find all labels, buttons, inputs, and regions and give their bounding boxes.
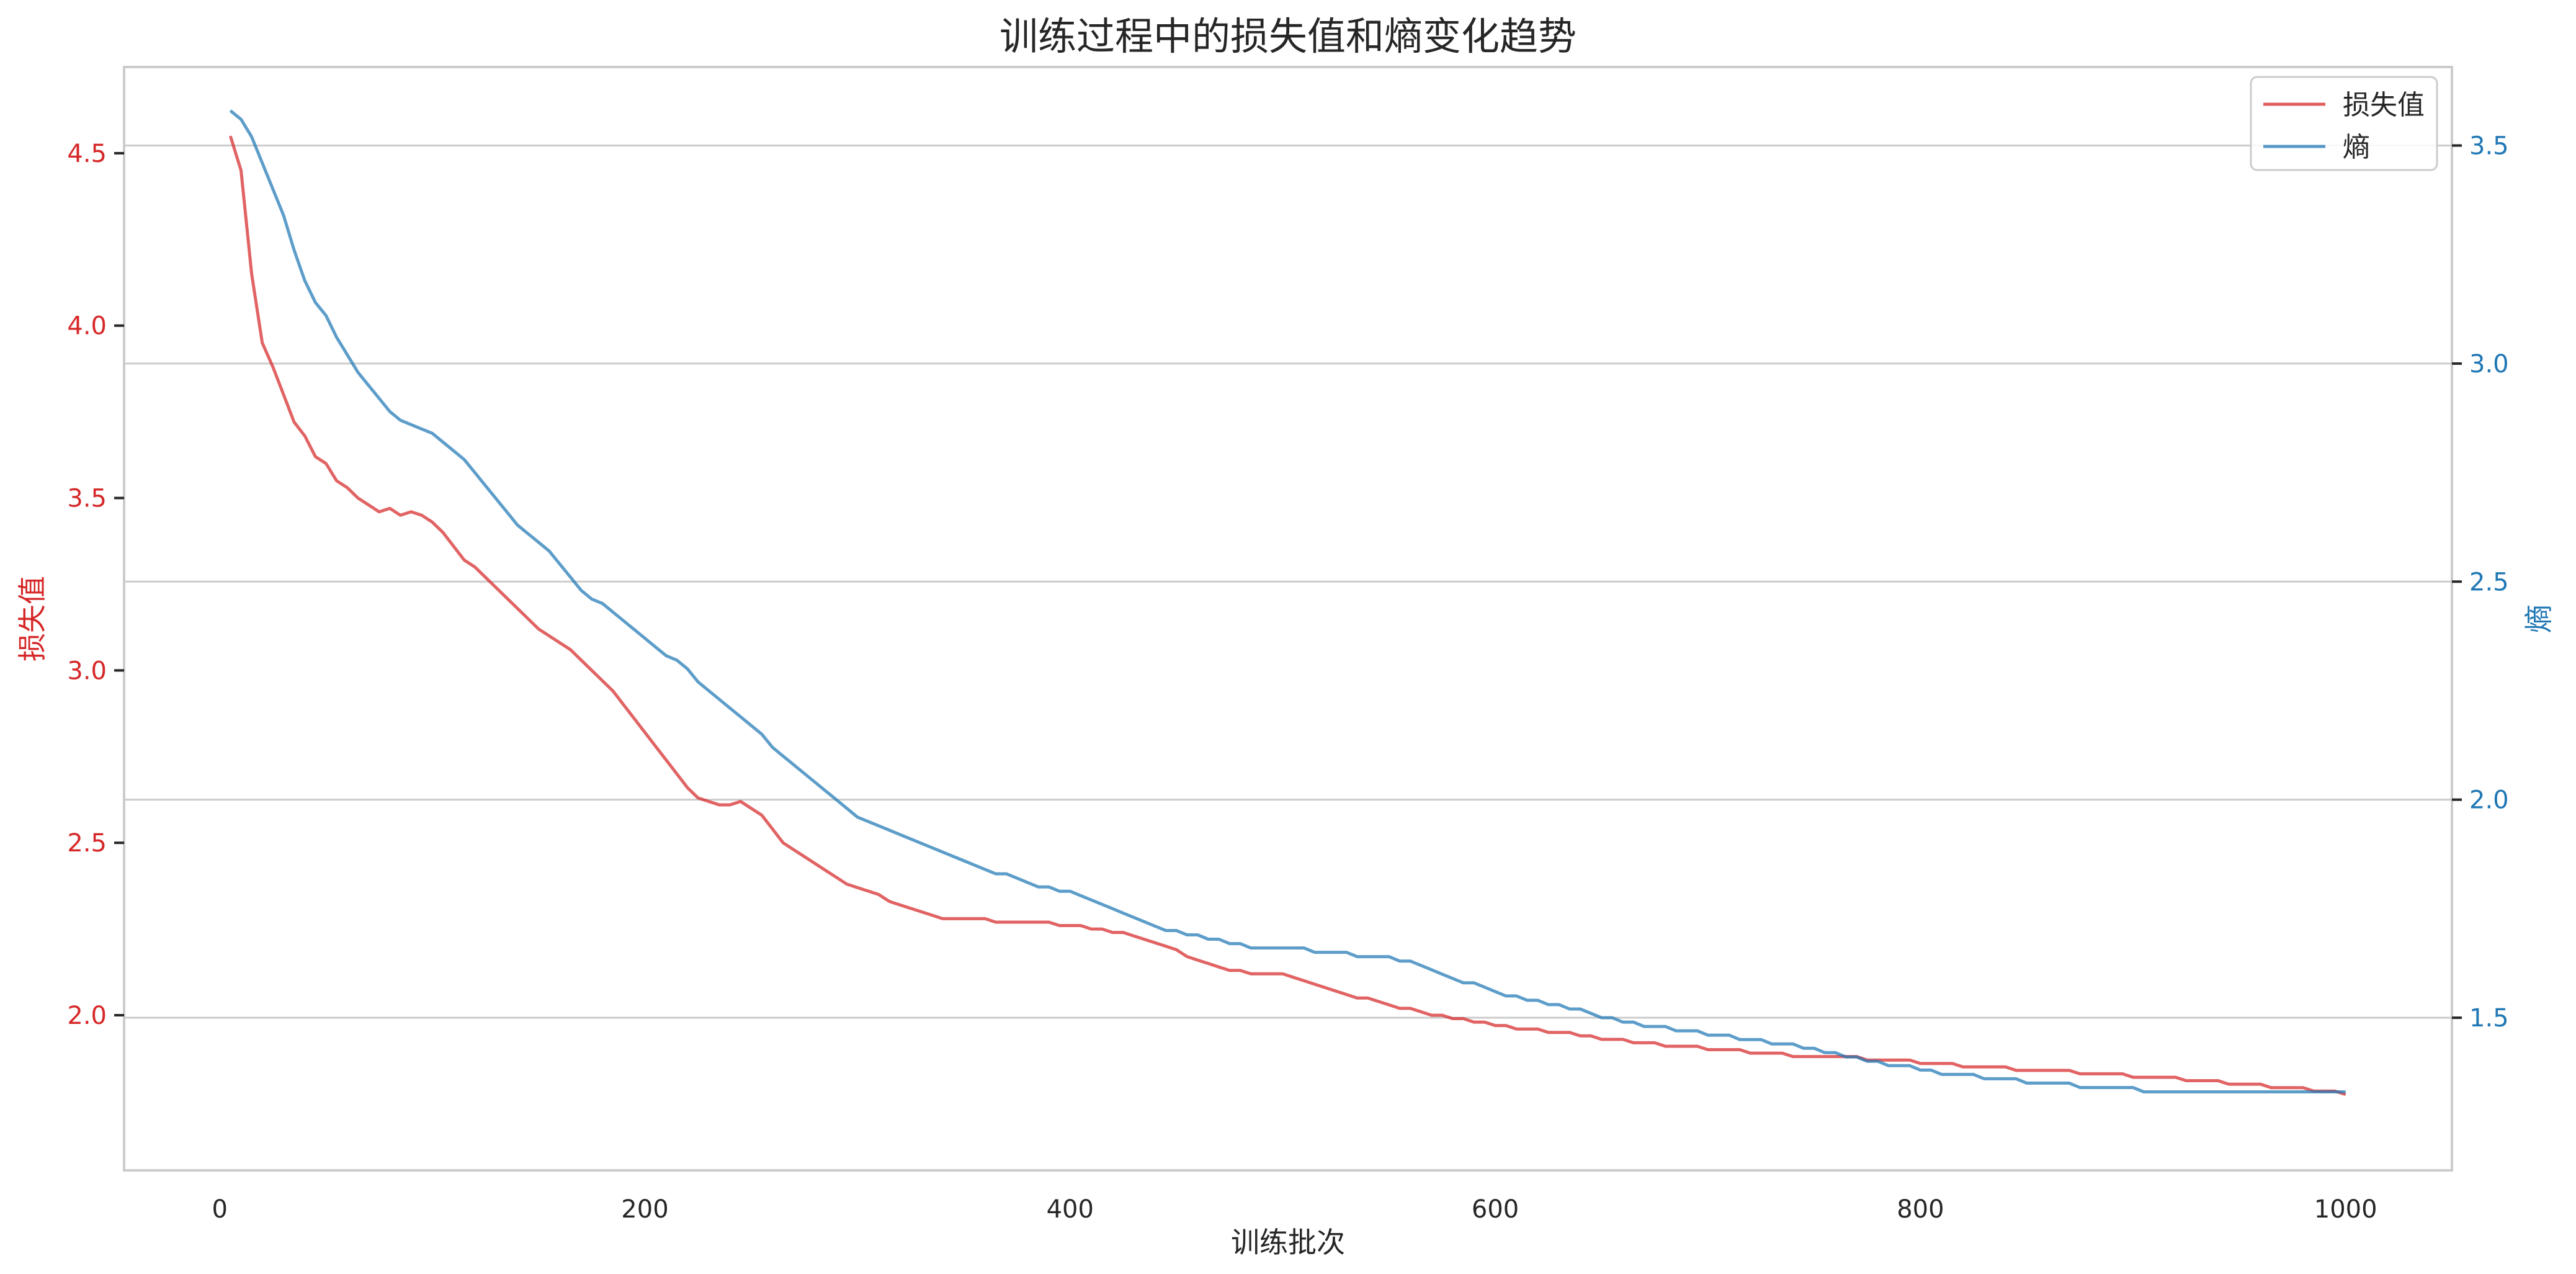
grid bbox=[124, 144, 2452, 1019]
y2-tick-label-4: 3.5 bbox=[2469, 132, 2509, 160]
x-axis: 0 200 400 600 800 1000 bbox=[212, 1195, 2377, 1224]
y-tick-label-0: 2.0 bbox=[67, 1002, 107, 1030]
x-tick-label-2: 400 bbox=[1047, 1195, 1094, 1224]
legend: 损失值 熵 bbox=[2250, 76, 2438, 171]
y-tick-label-3: 3.5 bbox=[67, 485, 107, 513]
legend-label-loss: 损失值 bbox=[2343, 89, 2425, 121]
y2-tick-label-2: 2.5 bbox=[2469, 568, 2509, 596]
legend-label-entropy: 熵 bbox=[2343, 132, 2370, 163]
y-tick-label-4: 4.0 bbox=[67, 312, 107, 341]
y-axis-label-left: 损失值 bbox=[16, 576, 49, 662]
x-axis-label: 训练批次 bbox=[1231, 1226, 1345, 1259]
series-line-1 bbox=[229, 109, 2346, 1093]
x-tick-label-1: 200 bbox=[621, 1195, 668, 1224]
y-tick-label-5: 4.5 bbox=[67, 140, 107, 168]
y2-tick-label-0: 1.5 bbox=[2469, 1004, 2509, 1033]
y-axis-label-right: 熵 bbox=[2522, 604, 2556, 633]
x-tick-label-4: 800 bbox=[1897, 1195, 1944, 1224]
y-tick-label-2: 3.0 bbox=[67, 657, 107, 685]
series-line-0 bbox=[228, 135, 2346, 1097]
plot-frame bbox=[123, 66, 2453, 1172]
y2-tick-label-1: 2.0 bbox=[2469, 786, 2509, 815]
chart-title: 训练过程中的损失值和熵变化趋势 bbox=[1000, 14, 1576, 59]
y-tick-label-1: 2.5 bbox=[67, 829, 107, 858]
x-tick-label-0: 0 bbox=[212, 1195, 227, 1224]
x-tick-label-5: 1000 bbox=[2314, 1195, 2377, 1224]
x-tick-label-3: 600 bbox=[1472, 1195, 1519, 1224]
series-layer bbox=[228, 109, 2346, 1097]
y-axis-right: 1.5 2.0 2.5 3.0 3.5 bbox=[2452, 132, 2509, 1033]
y2-tick-label-3: 3.0 bbox=[2469, 350, 2509, 379]
y-axis-left: 2.0 2.5 3.0 3.5 4.0 4.5 bbox=[67, 140, 124, 1030]
